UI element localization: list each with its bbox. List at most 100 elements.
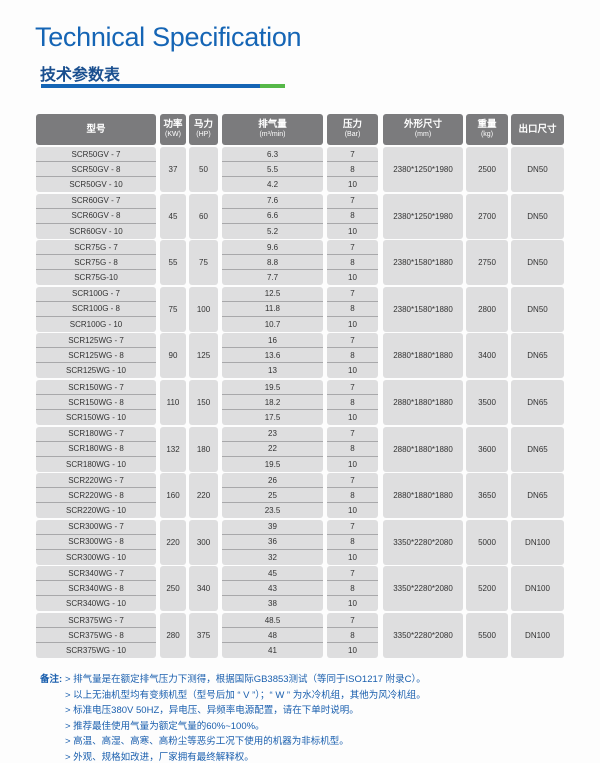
header-label: 功率	[163, 118, 183, 130]
cell-pressure: 7 8 10	[327, 566, 378, 612]
weight-value: 3400	[478, 351, 496, 361]
cell-power: 37	[160, 147, 186, 192]
model-value: SCR220WG - 8	[36, 488, 156, 504]
pressure-value: 10	[348, 599, 357, 609]
cell-outlet: DN100	[511, 613, 564, 658]
model-value: SCR60GV - 8	[36, 209, 156, 224]
header-label: 重量	[477, 118, 497, 130]
cell-flow: 6.3 5.5 4.2	[222, 147, 323, 192]
cell-power: 132	[160, 426, 186, 472]
weight-value: 3500	[478, 398, 496, 407]
hp-value: 60	[199, 211, 208, 221]
note-row: 备注: > 排气量是在额定排气压力下测得，根据国际GB3853测试（等同于ISO1…	[40, 672, 426, 688]
cell-outlet: DN65	[511, 426, 564, 472]
cell-weight: 2750	[466, 240, 508, 286]
cell-pressure: 7 8 10	[327, 473, 378, 519]
flow-value: 23	[222, 427, 323, 442]
power-value: 37	[168, 165, 178, 174]
weight-value: 5500	[478, 631, 496, 640]
header-power: 功率 (KW)	[160, 114, 186, 145]
flow-value: 38	[268, 599, 277, 609]
header-label: 压力	[342, 118, 362, 130]
flow-value: 10.7	[264, 319, 281, 329]
header-outlet: 出口尺寸	[511, 114, 564, 145]
pressure-value: 10	[348, 413, 357, 422]
outlet-value: DN50	[527, 304, 548, 314]
cell-flow: 23 22 19.5	[222, 426, 323, 472]
flow-value: 19.5	[222, 380, 323, 395]
cell-pressure: 7 8 10	[327, 333, 378, 379]
model-value: SCR300WG - 10	[65, 552, 127, 562]
power-value: 280	[166, 631, 180, 640]
cell-model: SCR50GV - 7 SCR50GV - 8 SCR50GV - 10	[36, 147, 156, 192]
model-value: SCR180WG - 7	[36, 427, 156, 442]
hp-value: 75	[199, 258, 208, 268]
cell-weight: 2700	[466, 193, 508, 239]
pressure-value: 7	[327, 566, 378, 582]
note-item: > 以上无油机型均有变频机型（型号后加 “ V ”）；“ W ” 为水冷机组，其…	[65, 689, 426, 701]
power-value: 110	[166, 398, 180, 407]
power-value: 45	[168, 211, 178, 221]
flow-value: 39	[222, 520, 323, 535]
cell-model: SCR125WG - 7 SCR125WG - 8 SCR125WG - 10	[36, 333, 156, 379]
cell-dimensions: 2380*1250*1980	[383, 147, 463, 192]
cell-dimensions: 2380*1250*1980	[383, 193, 463, 239]
cell-weight: 3600	[466, 426, 508, 472]
cell-hp: 180	[189, 426, 218, 472]
pressure-value: 10	[348, 319, 357, 329]
pressure-value: 7	[327, 380, 378, 395]
cell-flow: 19.5 18.2 17.5	[222, 380, 323, 425]
header-label: 出口尺寸	[518, 123, 557, 135]
cell-dimensions: 2380*1580*1880	[383, 240, 463, 286]
page-subtitle: 技术参数表	[40, 67, 121, 84]
hp-value: 150	[196, 398, 211, 407]
flow-value: 7.7	[266, 273, 279, 283]
cell-hp: 340	[189, 566, 218, 612]
header-model: 型号	[36, 114, 156, 145]
flow-value: 48	[222, 628, 323, 643]
flow-value: 5.5	[222, 162, 323, 177]
dimensions-value: 3350*2280*2080	[393, 584, 453, 594]
cell-hp: 60	[189, 193, 218, 239]
hp-value: 220	[196, 491, 211, 501]
cell-hp: 220	[189, 473, 218, 519]
header-dimensions: 外形尺寸 (mm)	[383, 114, 463, 145]
power-value: 220	[166, 537, 180, 547]
title-underline-blue	[41, 84, 260, 88]
pressure-value: 7	[327, 333, 378, 349]
flow-value: 5.2	[266, 226, 279, 236]
cell-pressure: 7 8 10	[327, 426, 378, 472]
cell-dimensions: 3350*2280*2080	[383, 613, 463, 658]
page-title: Technical Specification	[35, 22, 302, 52]
pressure-value: 10	[348, 366, 357, 376]
cell-outlet: DN50	[511, 193, 564, 239]
pressure-value: 10	[348, 180, 357, 189]
cell-dimensions: 2880*1880*1880	[383, 473, 463, 519]
model-value: SCR100G - 8	[36, 302, 156, 317]
cell-weight: 2500	[466, 147, 508, 192]
model-value: SCR150WG - 7	[36, 380, 156, 395]
cell-outlet: DN100	[511, 519, 564, 565]
flow-value: 17.5	[264, 413, 281, 422]
pressure-value: 10	[348, 273, 357, 283]
header-flow: 排气量 (m³/min)	[222, 114, 323, 145]
header-unit: (kg)	[480, 130, 494, 138]
flow-value: 26	[222, 473, 323, 489]
cell-hp: 100	[189, 286, 218, 332]
cell-hp: 375	[189, 613, 218, 658]
outlet-value: DN100	[525, 537, 550, 547]
cell-pressure: 7 8 10	[327, 380, 378, 425]
cell-weight: 3650	[466, 473, 508, 519]
hp-value: 125	[196, 351, 211, 361]
pressure-value: 7	[327, 427, 378, 442]
cell-power: 250	[160, 566, 186, 612]
flow-value: 45	[222, 566, 323, 582]
flow-value: 8.8	[222, 255, 323, 271]
flow-value: 16	[222, 333, 323, 349]
cell-dimensions: 2880*1880*1880	[383, 333, 463, 379]
model-value: SCR100G - 10	[69, 319, 123, 329]
dimensions-value: 3350*2280*2080	[393, 631, 453, 640]
cell-flow: 16 13.6 13	[222, 333, 323, 379]
cell-model: SCR60GV - 7 SCR60GV - 8 SCR60GV - 10	[36, 193, 156, 239]
flow-value: 12.5	[222, 287, 323, 302]
